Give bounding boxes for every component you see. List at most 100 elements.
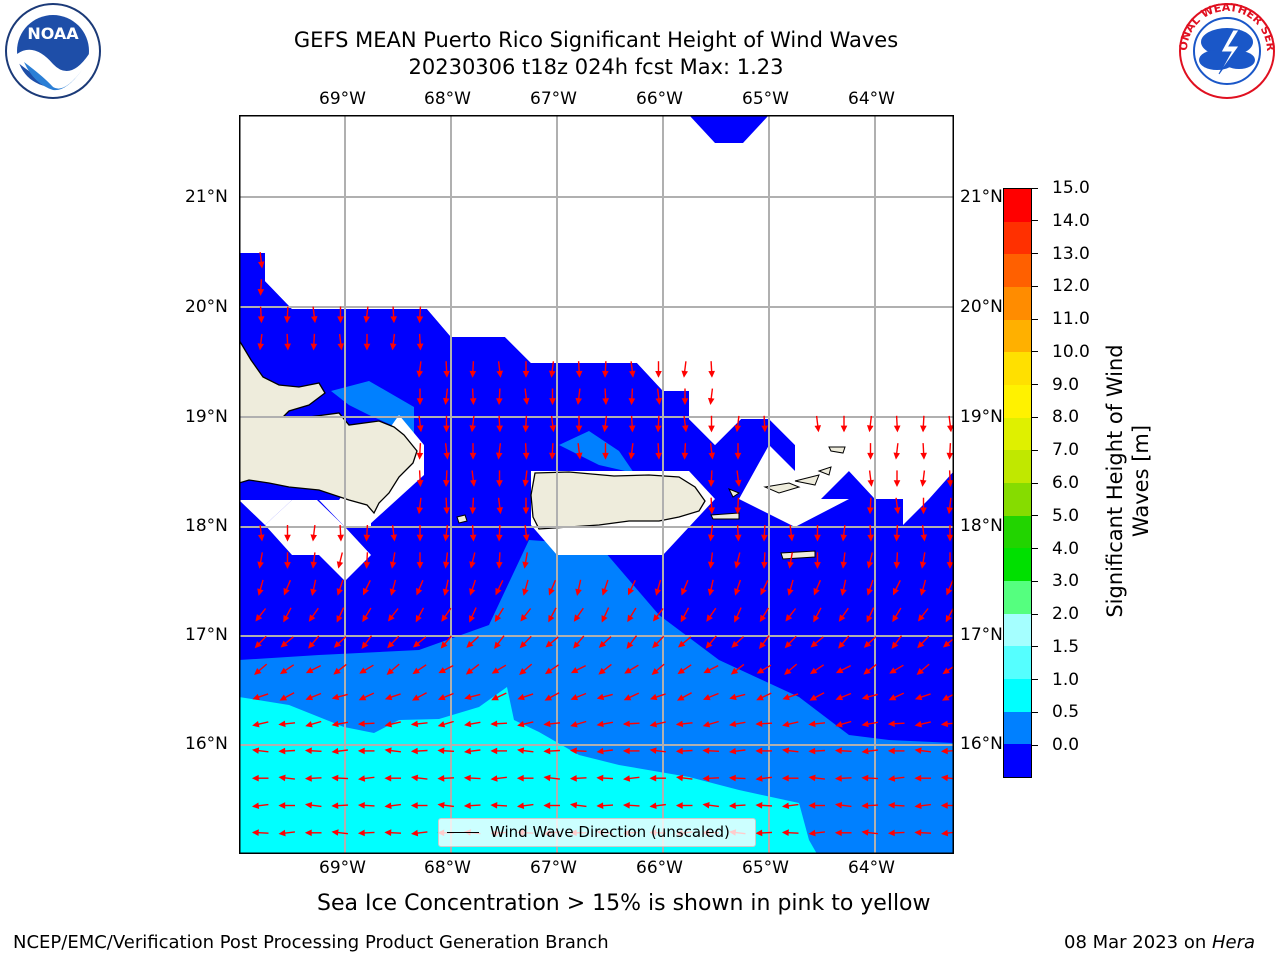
wave-direction-arrowhead — [760, 587, 767, 596]
wave-direction-arrowhead — [415, 614, 422, 623]
colorbar-tick-label: 5.0 — [1052, 505, 1080, 526]
wave-direction-arrowhead — [888, 694, 897, 701]
lon-tick-top: 66°W — [636, 89, 683, 109]
wave-direction-arrowhead — [470, 479, 477, 487]
wave-direction-arrowhead — [941, 774, 949, 782]
colorbar-tick-label: 13.0 — [1052, 243, 1090, 264]
wave-direction-arrowhead — [761, 534, 768, 542]
wave-direction-arrowhead — [756, 667, 765, 674]
wave-direction-arrowhead — [596, 774, 604, 782]
wave-direction-arrowhead — [490, 775, 498, 782]
wave-direction-arrowhead — [681, 452, 689, 460]
wave-direction-arrowhead — [416, 587, 423, 596]
wave-direction-arrowhead — [861, 802, 869, 809]
colorbar-tick-label: 1.0 — [1052, 669, 1080, 690]
wave-direction-arrowhead — [494, 641, 501, 649]
wave-direction-arrowhead — [570, 667, 579, 674]
wave-direction-arrowhead — [357, 747, 365, 755]
wave-direction-arrowhead — [756, 694, 764, 701]
wave-direction-arrowhead — [548, 587, 555, 596]
colorbar-tick-label: 6.0 — [1052, 473, 1080, 493]
colorbar-tick-mark — [1032, 744, 1038, 746]
wave-direction-arrowhead — [707, 561, 715, 569]
colorbar-tick-mark — [1032, 187, 1038, 189]
wave-direction-arrowhead — [416, 534, 424, 542]
wave-direction-arrowhead — [548, 614, 555, 623]
lat-tick-left: 19°N — [185, 407, 228, 427]
wave-direction-arrowhead — [834, 829, 842, 837]
wave-direction-arrowhead — [251, 829, 259, 836]
lat-tick-left: 21°N — [185, 187, 228, 207]
wave-direction-arrowhead — [676, 694, 685, 701]
wave-direction-arrowhead — [495, 587, 502, 596]
wave-direction-arrowhead — [835, 667, 844, 674]
wave-direction-arrowhead — [469, 425, 476, 433]
wave-direction-arrowhead — [517, 693, 525, 701]
wave-direction-arrowhead — [254, 668, 262, 675]
wave-direction-arrowhead — [596, 720, 604, 728]
wave-direction-arrowhead — [416, 507, 423, 515]
wave-direction-arrowhead — [305, 721, 313, 728]
wave-direction-arrowhead — [730, 667, 739, 675]
colorbar — [1003, 188, 1032, 778]
wave-direction-arrowhead — [677, 667, 685, 675]
wave-direction-arrowhead — [361, 641, 369, 649]
wave-direction-arrowhead — [893, 561, 901, 569]
wave-direction-arrowhead — [682, 425, 689, 433]
wave-direction-arrowhead — [866, 561, 874, 569]
wave-direction-arrowhead — [519, 641, 527, 649]
map-legend: Wind Wave Direction (unscaled) — [438, 818, 756, 847]
wave-direction-arrowhead — [813, 614, 820, 623]
colorbar-tick-label: 0.5 — [1052, 702, 1080, 723]
wave-direction-arrowhead — [677, 640, 686, 648]
wave-direction-arrowhead — [490, 747, 498, 755]
wave-direction-arrowhead — [280, 640, 288, 648]
wave-direction-arrowhead — [469, 615, 475, 623]
wave-direction-arrowhead — [917, 614, 925, 622]
wave-direction-arrowhead — [706, 614, 713, 622]
lat-tick-left: 16°N — [185, 734, 228, 754]
wave-direction-arrowhead — [946, 534, 954, 542]
wave-direction-arrowhead — [808, 829, 816, 837]
wave-direction-arrowhead — [517, 720, 525, 728]
wave-direction-arrowhead — [596, 802, 604, 809]
wave-direction-arrowhead — [813, 587, 820, 596]
wave-direction-arrowhead — [708, 507, 715, 515]
lat-tick-right: 21°N — [960, 187, 1002, 207]
wave-direction-arrowhead — [680, 614, 687, 623]
wave-direction-arrowhead — [443, 370, 450, 378]
colorbar-tick-label: 11.0 — [1052, 309, 1090, 330]
wave-direction-arrowhead — [755, 775, 763, 782]
wave-direction-arrowhead — [437, 721, 446, 728]
wave-direction-arrowhead — [601, 588, 608, 596]
wave-direction-arrowhead — [707, 588, 715, 596]
lat-tick-left: 20°N — [185, 297, 228, 317]
wave-direction-arrowhead — [838, 614, 846, 622]
map-panel — [239, 115, 954, 854]
wave-direction-arrowhead — [861, 720, 869, 728]
wave-direction-arrowhead — [437, 801, 445, 809]
wave-direction-arrowhead — [496, 507, 504, 515]
wave-direction-arrowhead — [649, 774, 657, 782]
wave-direction-arrowhead — [759, 614, 767, 623]
legend-label: Wind Wave Direction (unscaled) — [490, 823, 730, 841]
wave-direction-arrowhead — [734, 588, 741, 596]
wave-direction-arrowhead — [735, 479, 742, 487]
wave-direction-arrowhead — [707, 534, 715, 542]
wave-direction-arrowhead — [623, 775, 631, 782]
wave-direction-arrowhead — [362, 587, 370, 596]
wave-direction-arrowhead — [251, 774, 259, 782]
wave-direction-arrowhead — [622, 747, 630, 755]
wave-direction-arrowhead — [861, 829, 869, 836]
colorbar-tick-label: 14.0 — [1052, 210, 1090, 231]
wave-direction-arrowhead — [702, 775, 710, 782]
wave-direction-arrowhead — [655, 452, 662, 460]
wave-direction-arrowhead — [731, 640, 739, 648]
wave-direction-arrowhead — [629, 370, 636, 378]
wave-direction-arrowhead — [469, 588, 476, 596]
wave-direction-arrowhead — [655, 425, 662, 433]
wave-direction-arrowhead — [681, 398, 689, 406]
wave-direction-arrowhead — [386, 668, 394, 675]
lat-tick-right: 18°N — [960, 516, 1002, 536]
wave-direction-arrowhead — [891, 641, 899, 649]
